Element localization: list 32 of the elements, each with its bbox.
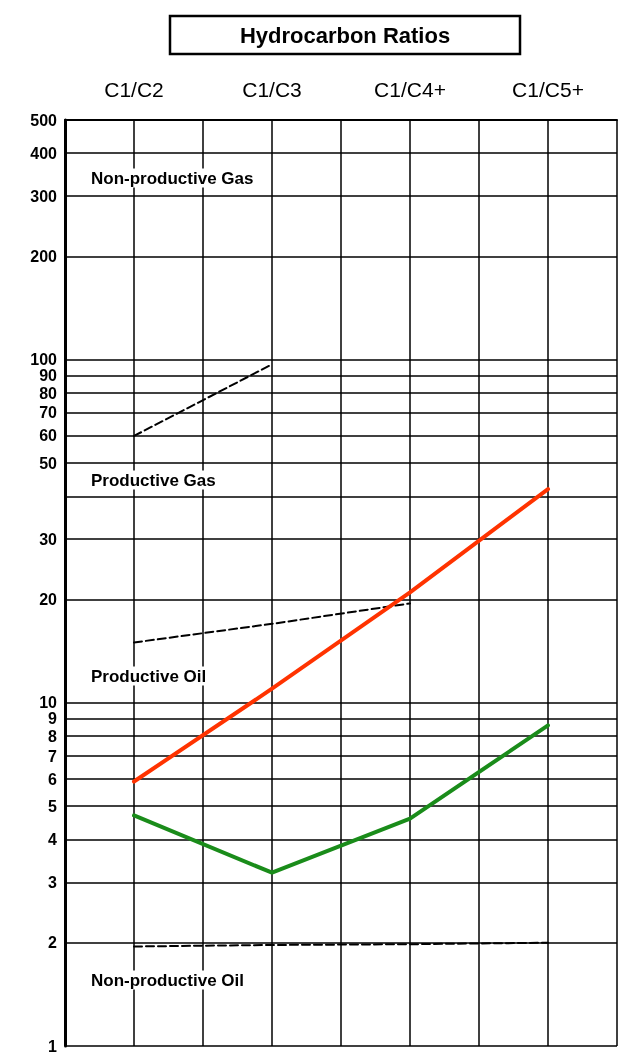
x-tick-label: C1/C4+ bbox=[374, 78, 446, 101]
annotation: Productive Gas bbox=[91, 470, 216, 490]
y-tick-label: 1 bbox=[48, 1037, 58, 1054]
y-tick-label: 500 bbox=[30, 111, 58, 129]
y-tick-label: 5 bbox=[48, 797, 58, 815]
y-tick-label: 9 bbox=[48, 710, 58, 728]
chart-title: Hydrocarbon Ratios bbox=[239, 22, 451, 48]
y-tick-label: 4 bbox=[48, 830, 58, 848]
y-tick-label: 20 bbox=[39, 591, 58, 609]
y-tick-label: 300 bbox=[30, 187, 58, 205]
y-tick-label: 400 bbox=[30, 144, 58, 162]
y-tick-label: 2 bbox=[48, 934, 58, 952]
annotation: Non-productive Oil bbox=[91, 970, 244, 990]
x-tick-label: C1/C3 bbox=[242, 78, 302, 101]
y-tick-label: 7 bbox=[48, 747, 58, 765]
y-tick-label: 100 bbox=[30, 351, 58, 369]
x-tick-label: C1/C5+ bbox=[512, 78, 584, 101]
y-tick-label: 90 bbox=[39, 367, 58, 385]
y-tick-label: 70 bbox=[39, 404, 58, 422]
y-tick-label: 30 bbox=[39, 530, 58, 548]
y-tick-label: 50 bbox=[39, 454, 58, 472]
y-tick-label: 10 bbox=[39, 694, 58, 712]
y-tick-label: 3 bbox=[48, 873, 58, 891]
y-tick-label: 200 bbox=[30, 248, 58, 266]
x-tick-label: C1/C2 bbox=[104, 78, 164, 101]
line-series bbox=[132, 723, 550, 875]
y-tick-label: 80 bbox=[39, 384, 58, 402]
y-tick-label: 6 bbox=[48, 770, 58, 788]
annotation: Non-productive Gas bbox=[91, 168, 254, 188]
y-tick-label: 60 bbox=[39, 427, 58, 445]
annotation: Productive Oil bbox=[91, 666, 207, 686]
y-tick-label: 8 bbox=[48, 727, 58, 745]
